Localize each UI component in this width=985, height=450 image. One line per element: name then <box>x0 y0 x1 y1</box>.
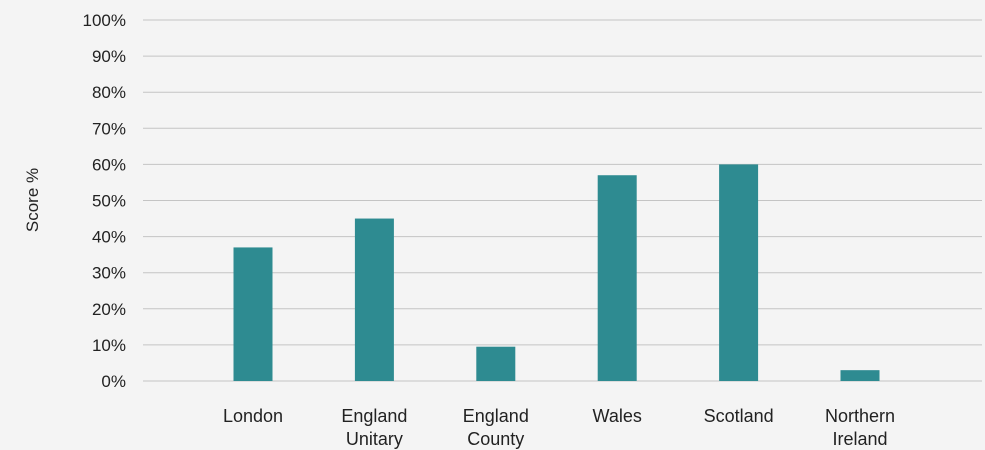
bar <box>719 164 759 381</box>
y-tick-label: 70% <box>92 119 126 138</box>
bar <box>597 175 637 381</box>
y-tick-label: 40% <box>92 228 126 247</box>
y-axis-ticks: 0% 10% 20% 30% 40% 50% 60% 70% 80% 90% 100% <box>83 11 126 391</box>
y-tick-label: 0% <box>101 372 126 391</box>
x-category-label-line: England <box>463 406 529 426</box>
bars <box>233 164 880 381</box>
bar <box>476 346 516 381</box>
x-category-label-line: Scotland <box>704 406 774 426</box>
x-category-label-line: Unitary <box>346 429 403 449</box>
y-tick-label: 100% <box>83 11 126 30</box>
x-category-label: England County <box>463 406 529 449</box>
x-category-label-line: England <box>341 406 407 426</box>
y-tick-label: 50% <box>92 192 126 211</box>
y-axis-title: Score % <box>23 168 42 232</box>
x-category-label-line: Ireland <box>832 429 887 449</box>
y-tick-label: 80% <box>92 83 126 102</box>
x-category-label: Wales <box>593 406 642 426</box>
y-tick-label: 10% <box>92 336 126 355</box>
x-axis-category-labels: London England Unitary England County Wales Sc… <box>223 406 895 449</box>
x-category-label-line: Northern <box>825 406 895 426</box>
y-tick-label: 90% <box>92 47 126 66</box>
x-category-label-line: Wales <box>593 406 642 426</box>
y-tick-label: 30% <box>92 264 126 283</box>
y-tick-label: 20% <box>92 300 126 319</box>
x-category-label: Northern Ireland <box>825 406 895 449</box>
x-category-label: England Unitary <box>341 406 407 449</box>
x-category-label: London <box>223 406 283 426</box>
x-category-label-line: County <box>467 429 524 449</box>
bar <box>840 370 880 381</box>
x-category-label-line: London <box>223 406 283 426</box>
bar <box>354 218 394 381</box>
y-tick-label: 60% <box>92 155 126 174</box>
gridlines <box>143 19 982 382</box>
bar <box>233 247 273 381</box>
x-category-label: Scotland <box>704 406 774 426</box>
